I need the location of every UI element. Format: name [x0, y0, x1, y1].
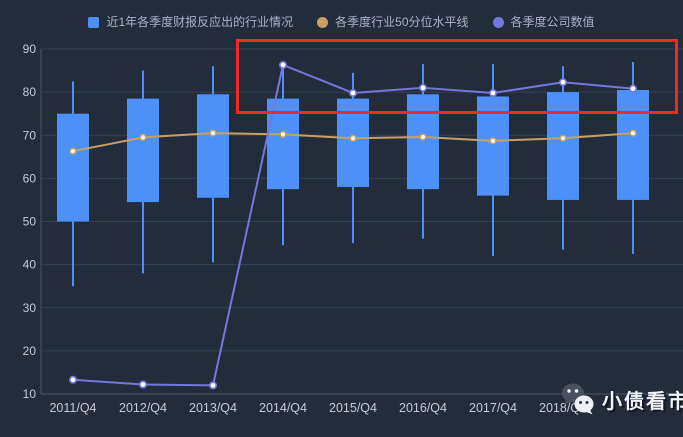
- company-value-point: [69, 375, 78, 384]
- x-axis-label: 2012/Q4: [119, 401, 167, 415]
- percentile-point: [629, 129, 637, 137]
- company-value-point: [418, 83, 427, 92]
- legend-item-company-line[interactable]: 各季度公司数值: [492, 15, 595, 29]
- candle-body: [127, 98, 159, 203]
- y-axis-label: 40: [23, 258, 37, 272]
- candle-body: [547, 92, 579, 200]
- company-value-point: [628, 84, 637, 93]
- company-value-point: [558, 78, 567, 87]
- watermark-text: 小债看市: [602, 390, 683, 413]
- company-value-point: [488, 88, 497, 97]
- company-value-point: [348, 88, 357, 97]
- legend-item-label: 各季度行业50分位水平线: [335, 15, 469, 29]
- x-axis-label: 2015/Q4: [329, 401, 377, 415]
- x-axis-label: 2011/Q4: [49, 401, 96, 415]
- candle-body: [57, 113, 89, 222]
- percentile-point: [69, 147, 77, 155]
- percentile-point: [139, 133, 147, 142]
- y-axis-label: 90: [23, 42, 37, 56]
- y-axis-label: 30: [23, 301, 37, 315]
- y-axis-label: 20: [23, 344, 37, 358]
- x-axis-label: 2013/Q4: [189, 401, 237, 415]
- candle-body: [407, 94, 439, 190]
- y-axis-label: 60: [23, 171, 37, 185]
- company-value-point: [209, 381, 218, 390]
- percentile-point: [209, 129, 217, 137]
- percentile-point: [559, 134, 567, 142]
- legend-item-label: 各季度公司数值: [510, 15, 595, 29]
- legend-item-industry-boxes[interactable]: 近1年各季度财报反应出的行业情况: [88, 16, 293, 28]
- watermark: 小债看市: [556, 379, 683, 419]
- company-value-point: [139, 380, 148, 389]
- legend-square-marker-icon: [88, 16, 100, 28]
- x-axis-label: 2017/Q4: [469, 401, 517, 415]
- y-axis-label: 10: [23, 387, 37, 401]
- wechat-icon: [562, 383, 594, 415]
- legend-item-label: 近1年各季度财报反应出的行业情况: [106, 15, 294, 29]
- candle-body: [197, 94, 229, 198]
- percentile-point: [489, 137, 497, 145]
- percentile-point: [279, 130, 287, 138]
- legend-circle-marker-icon: [317, 16, 329, 28]
- y-axis-label: 80: [23, 85, 37, 99]
- company-value-point: [278, 60, 287, 69]
- highlight-annotation-rect: [236, 39, 678, 114]
- y-axis-label: 70: [23, 128, 37, 142]
- percentile-point: [419, 133, 427, 141]
- legend-item-percentile-line[interactable]: 各季度行业50分位水平线: [317, 15, 469, 29]
- legend-circle-marker-icon: [492, 16, 504, 28]
- chart-legend: 近1年各季度财报反应出的行业情况 各季度行业50分位水平线 各季度公司数值: [0, 16, 683, 28]
- x-axis-label: 2016/Q4: [399, 401, 447, 415]
- y-axis-label: 50: [23, 215, 37, 229]
- percentile-point: [349, 134, 357, 142]
- x-axis-label: 2014/Q4: [259, 401, 307, 415]
- candle-body: [617, 89, 649, 200]
